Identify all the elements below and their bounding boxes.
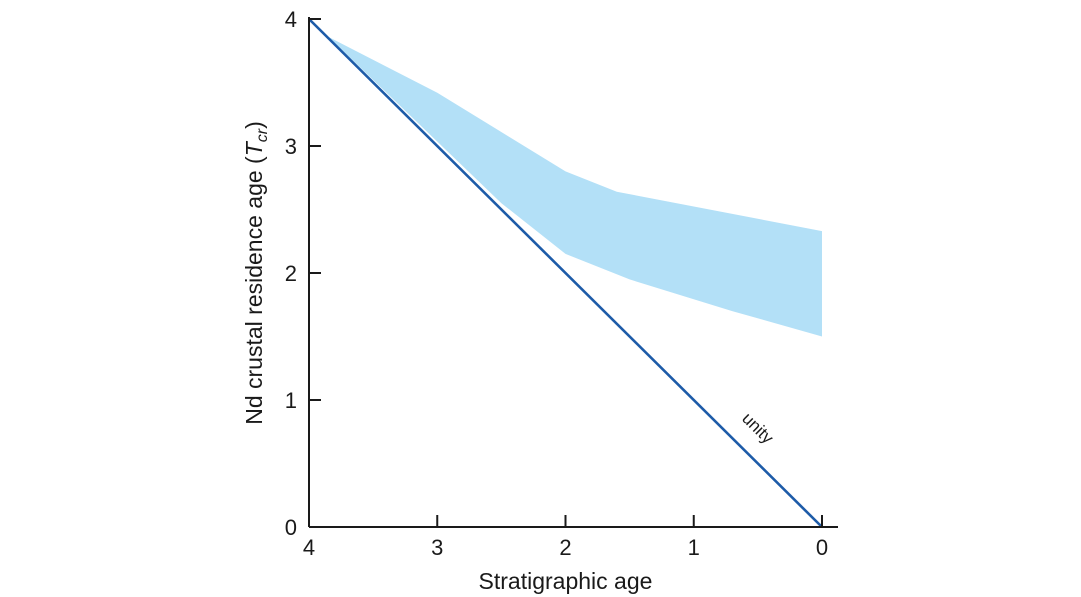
x-tick-label: 0	[816, 535, 828, 560]
y-axis-label-prefix: Nd crustal residence age (	[241, 156, 267, 425]
x-tick-label: 4	[303, 535, 315, 560]
y-tick-label: 4	[285, 7, 297, 32]
y-axis-label-sub: cr	[254, 128, 271, 142]
y-axis-label-var: T	[241, 140, 267, 156]
x-axis-label: Stratigraphic age	[479, 568, 653, 594]
y-axis-label-suffix: )	[241, 121, 267, 129]
y-tick-label: 1	[285, 388, 297, 413]
x-tick-label: 2	[559, 535, 571, 560]
y-tick-label: 3	[285, 134, 297, 159]
residence-age-band	[328, 36, 822, 337]
plot-area: unity	[308, 18, 823, 528]
x-tick-label: 1	[688, 535, 700, 560]
y-tick-label: 0	[285, 515, 297, 540]
x-tick-label: 3	[431, 535, 443, 560]
y-tick-label: 2	[285, 261, 297, 286]
unity-line	[308, 18, 823, 528]
unity-label: unity	[738, 409, 777, 448]
axes: 4 3 2 1 0 0 1 2 3 4	[285, 7, 838, 560]
y-axis-label: Nd crustal residence age (Tcr)	[241, 121, 271, 425]
